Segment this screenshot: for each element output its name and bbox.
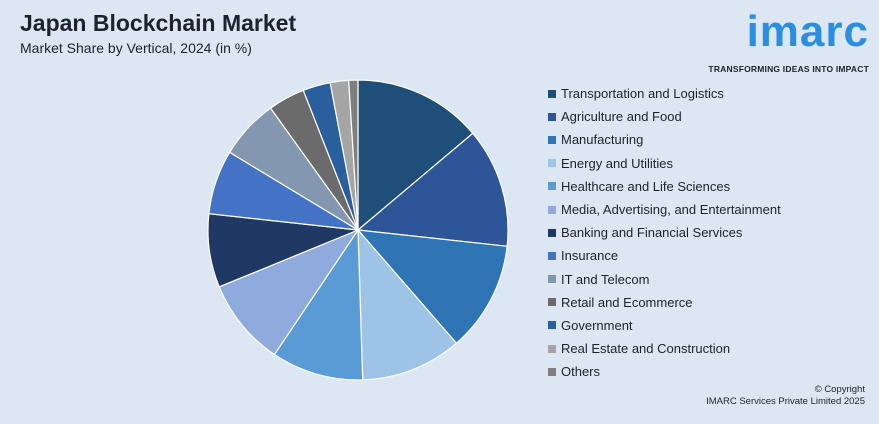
legend-item-3: Energy and Utilities <box>548 152 781 175</box>
legend-swatch-8 <box>548 275 556 284</box>
legend-item-11: Real Estate and Construction <box>548 337 781 360</box>
copyright-line-1: © Copyright <box>814 384 865 395</box>
legend-swatch-3 <box>548 159 556 168</box>
legend-swatch-10 <box>548 321 556 330</box>
chart-legend: Transportation and Logistics Agriculture … <box>548 82 781 383</box>
legend-swatch-12 <box>548 367 556 376</box>
pie-slice-1 <box>356 132 509 247</box>
legend-label-4: Healthcare and Life Sciences <box>561 178 731 194</box>
legend-item-8: IT and Telecom <box>548 268 781 291</box>
legend-label-0: Transportation and Logistics <box>561 86 724 102</box>
legend-label-3: Energy and Utilities <box>561 155 673 171</box>
legend-item-4: Healthcare and Life Sciences <box>548 175 781 198</box>
logo-wordmark: imarc <box>746 7 869 56</box>
legend-swatch-6 <box>548 228 556 237</box>
copyright-notice: © Copyright IMARC Services Private Limit… <box>706 384 865 408</box>
legend-swatch-5 <box>548 205 556 214</box>
copyright-line-2: IMARC Services Private Limited 2025 <box>706 396 865 407</box>
legend-item-9: Retail and Ecommerce <box>548 291 781 314</box>
legend-swatch-2 <box>548 135 556 144</box>
legend-label-9: Retail and Ecommerce <box>561 294 693 310</box>
pie-slice-0 <box>357 79 474 232</box>
legend-swatch-1 <box>548 112 556 121</box>
legend-label-10: Government <box>561 317 633 333</box>
legend-item-0: Transportation and Logistics <box>548 82 781 105</box>
legend-swatch-9 <box>548 298 556 307</box>
legend-item-5: Media, Advertising, and Entertainment <box>548 198 781 221</box>
pie-slice-2 <box>356 229 508 345</box>
pie-slice-3 <box>357 228 458 381</box>
legend-swatch-7 <box>548 251 556 260</box>
legend-label-6: Banking and Financial Services <box>561 225 743 241</box>
legend-label-1: Agriculture and Food <box>561 109 682 125</box>
legend-item-6: Banking and Financial Services <box>548 221 781 244</box>
pie-slice-5 <box>218 228 360 356</box>
legend-item-12: Others <box>548 360 781 383</box>
legend-label-11: Real Estate and Construction <box>561 341 731 357</box>
legend-label-5: Media, Advertising, and Entertainment <box>561 202 781 218</box>
legend-item-2: Manufacturing <box>548 128 781 151</box>
legend-item-1: Agriculture and Food <box>548 105 781 128</box>
legend-label-7: Insurance <box>561 248 619 264</box>
pie-slice-4 <box>273 228 364 381</box>
imarc-logo: imarc TRANSFORMING IDEAS INTO IMPACT <box>700 7 875 80</box>
legend-item-10: Government <box>548 314 781 337</box>
legend-swatch-4 <box>548 182 556 191</box>
legend-swatch-0 <box>548 89 556 98</box>
chart-title: Japan Blockchain Market <box>20 10 297 36</box>
legend-label-8: IT and Telecom <box>561 271 650 287</box>
legend-label-12: Others <box>561 364 601 380</box>
pie-chart <box>207 79 509 381</box>
legend-swatch-11 <box>548 344 556 353</box>
legend-label-2: Manufacturing <box>561 132 644 148</box>
logo-tagline: TRANSFORMING IDEAS INTO IMPACT <box>708 64 869 74</box>
chart-subtitle: Market Share by Vertical, 2024 (in %) <box>20 40 252 56</box>
pie-slice-12 <box>348 79 359 231</box>
legend-item-7: Insurance <box>548 244 781 267</box>
